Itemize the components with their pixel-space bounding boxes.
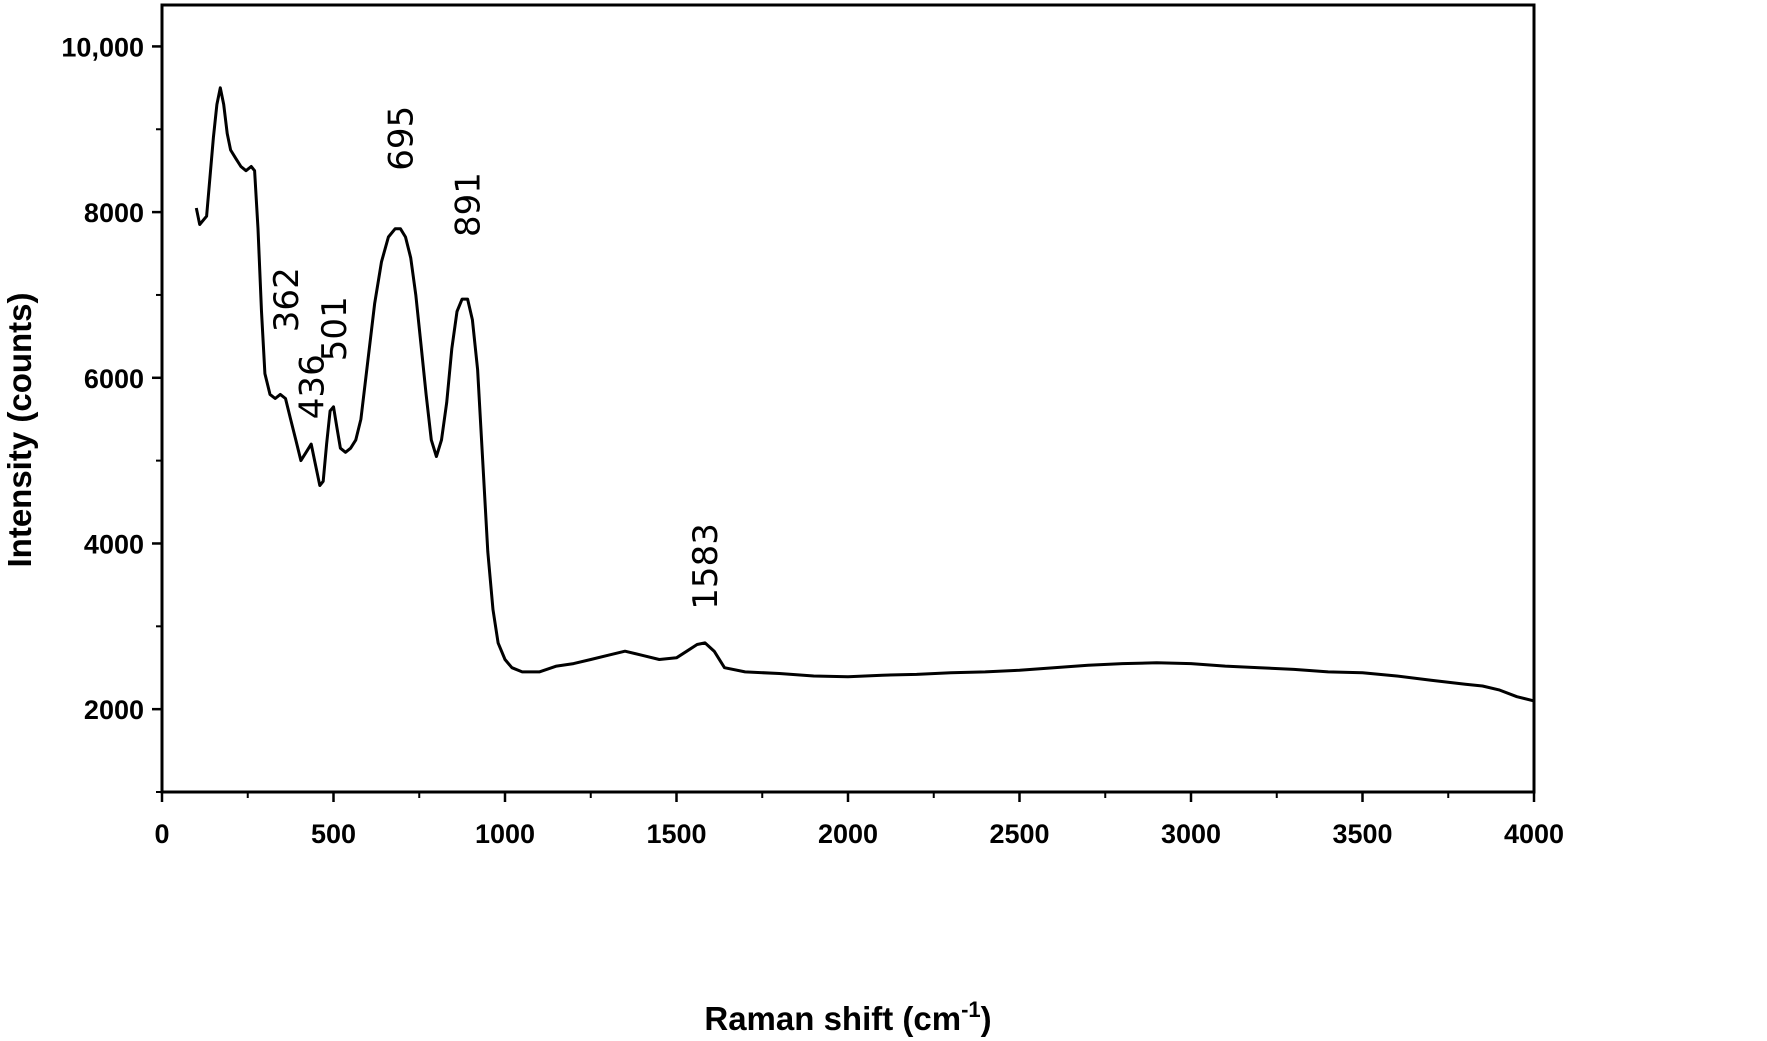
peak-label: 436 [293,354,333,419]
x-tick-label: 0 [154,819,169,849]
peak-label: 891 [449,172,489,237]
x-tick-label: 500 [311,819,356,849]
plot-frame [160,3,1536,794]
y-tick-label: 2000 [84,695,144,725]
spectrum-line [194,86,1535,703]
peak-label: 362 [267,267,307,332]
y-tick-label: 8000 [84,198,144,228]
peak-label: 695 [381,106,421,171]
y-axis-ticks: 2000 4000 6000 8000 10,000 [61,32,162,793]
y-axis-title: Intensity (counts) [1,292,38,567]
peak-label: 1583 [686,523,726,610]
x-tick-label: 2000 [818,819,878,849]
peak-label: 501 [315,296,355,361]
x-axis-title: Raman shift (cm-1) [704,997,991,1037]
y-tick-label: 10,000 [61,32,144,62]
x-tick-label: 2500 [989,819,1049,849]
x-axis-ticks: 0 500 1000 1500 2000 2500 3000 3500 4000 [154,792,1564,849]
x-tick-label: 3000 [1161,819,1221,849]
x-tick-label: 3500 [1332,819,1392,849]
x-tick-label: 1000 [475,819,535,849]
x-tick-label: 1500 [646,819,706,849]
y-tick-label: 4000 [84,529,144,559]
x-tick-label: 4000 [1504,819,1564,849]
y-tick-label: 6000 [84,364,144,394]
